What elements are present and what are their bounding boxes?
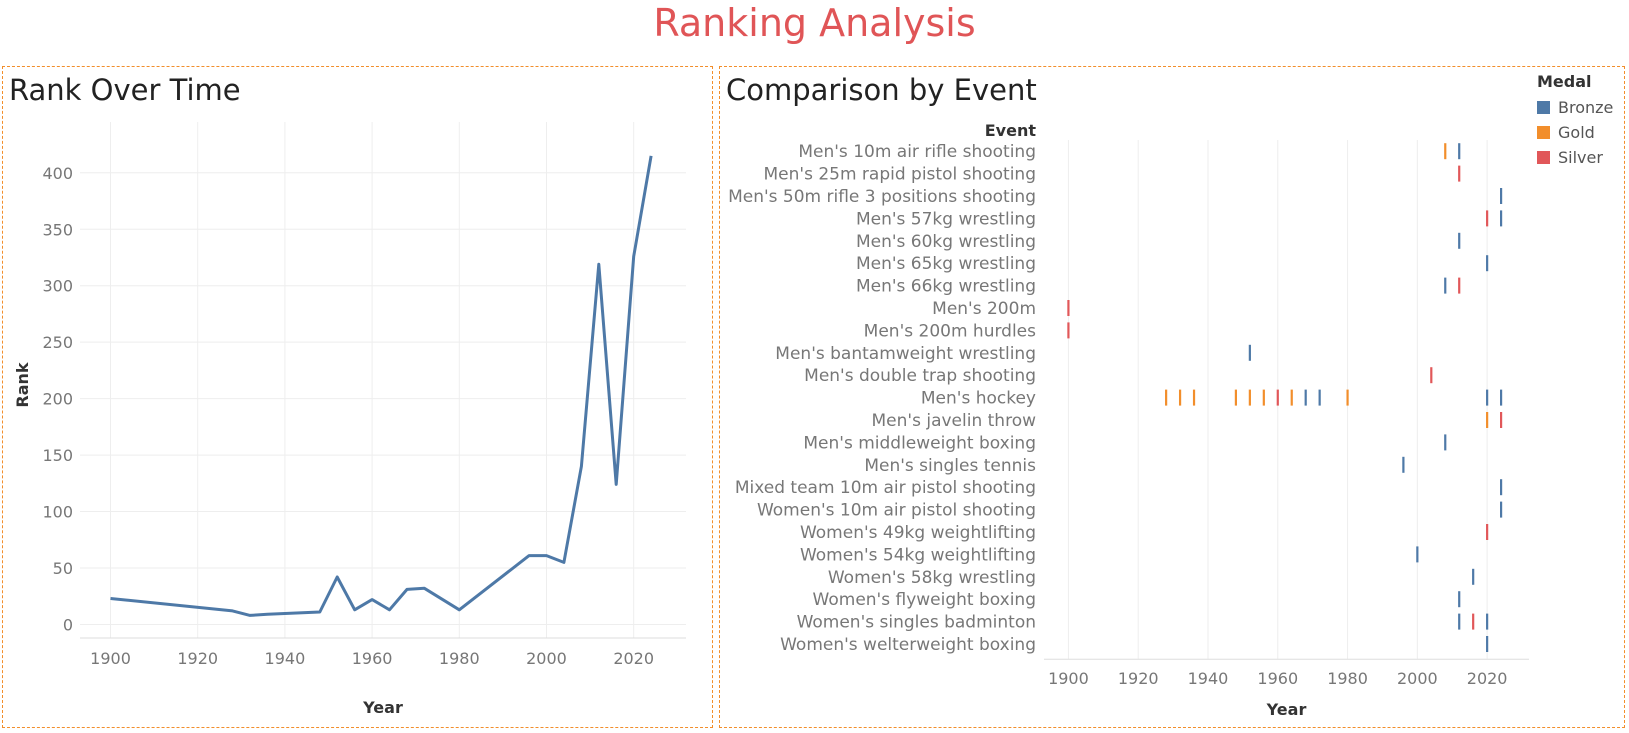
x-axis-title: Year bbox=[1266, 700, 1307, 719]
y-tick-label: 100 bbox=[42, 503, 73, 522]
x-tick-label: 1900 bbox=[90, 649, 131, 668]
x-tick-label: 1960 bbox=[352, 649, 393, 668]
y-axis-title: Event bbox=[985, 121, 1037, 140]
event-label: Men's javelin throw bbox=[872, 411, 1037, 431]
y-tick-label: 50 bbox=[53, 559, 73, 578]
x-tick-label: 1960 bbox=[1257, 669, 1298, 688]
event-label: Men's double trap shooting bbox=[804, 366, 1036, 386]
event-label: Women's 10m air pistol shooting bbox=[757, 501, 1036, 521]
legend-item-silver[interactable]: Silver bbox=[1537, 145, 1613, 170]
x-tick-label: 2000 bbox=[526, 649, 567, 668]
event-label: Women's 58kg wrestling bbox=[828, 568, 1036, 588]
y-tick-label: 200 bbox=[42, 390, 73, 409]
event-label: Men's hockey bbox=[921, 389, 1036, 409]
legend-swatch-gold bbox=[1537, 126, 1550, 139]
event-label: Men's 25m rapid pistol shooting bbox=[764, 165, 1037, 185]
event-label: Men's 57kg wrestling bbox=[856, 209, 1036, 229]
y-tick-label: 150 bbox=[42, 446, 73, 465]
medal-legend: Medal Bronze Gold Silver bbox=[1537, 72, 1613, 170]
event-label: Men's 66kg wrestling bbox=[856, 277, 1036, 297]
x-tick-label: 1980 bbox=[439, 649, 480, 668]
x-tick-label: 1900 bbox=[1048, 669, 1089, 688]
y-tick-label: 250 bbox=[42, 333, 73, 352]
rank-over-time-title: Rank Over Time bbox=[9, 73, 241, 107]
x-tick-label: 1940 bbox=[265, 649, 306, 668]
event-label: Men's 10m air rifle shooting bbox=[798, 142, 1036, 162]
y-tick-label: 0 bbox=[63, 615, 73, 634]
x-tick-label: 1920 bbox=[177, 649, 218, 668]
event-label: Men's 65kg wrestling bbox=[856, 254, 1036, 274]
event-label: Men's bantamweight wrestling bbox=[775, 344, 1036, 364]
event-label: Women's 54kg weightlifting bbox=[800, 545, 1036, 565]
x-tick-label: 1980 bbox=[1327, 669, 1368, 688]
x-tick-label: 2020 bbox=[613, 649, 654, 668]
x-axis-title: Year bbox=[362, 698, 403, 717]
legend-label-silver: Silver bbox=[1558, 148, 1603, 167]
x-tick-label: 1920 bbox=[1118, 669, 1159, 688]
rank-over-time-panel: Rank Over Time bbox=[2, 66, 713, 728]
event-label: Men's 200m bbox=[932, 299, 1036, 319]
legend-label-gold: Gold bbox=[1558, 123, 1595, 142]
x-tick-label: 2020 bbox=[1467, 669, 1508, 688]
comparison-by-event-title: Comparison by Event bbox=[726, 73, 1037, 107]
event-label: Women's singles badminton bbox=[797, 613, 1036, 633]
event-label: Women's flyweight boxing bbox=[813, 590, 1036, 610]
y-tick-label: 400 bbox=[42, 164, 73, 183]
x-tick-label: 2000 bbox=[1397, 669, 1438, 688]
event-label: Men's 200m hurdles bbox=[864, 321, 1036, 341]
legend-item-bronze[interactable]: Bronze bbox=[1537, 95, 1613, 120]
event-label: Women's 49kg weightlifting bbox=[800, 523, 1036, 543]
y-axis-title: Rank bbox=[13, 362, 32, 408]
event-label: Men's middleweight boxing bbox=[803, 433, 1036, 453]
x-tick-label: 1940 bbox=[1188, 669, 1229, 688]
y-tick-label: 300 bbox=[42, 277, 73, 296]
dashboard-title: Ranking Analysis bbox=[653, 1, 976, 45]
legend-title: Medal bbox=[1537, 72, 1592, 91]
legend-swatch-bronze bbox=[1537, 101, 1550, 114]
rank-line-series bbox=[110, 155, 653, 617]
event-label: Men's 50m rifle 3 positions shooting bbox=[728, 187, 1036, 207]
comparison-by-event-panel: Comparison by Event bbox=[719, 66, 1625, 728]
legend-label-bronze: Bronze bbox=[1558, 98, 1614, 117]
event-label: Men's 60kg wrestling bbox=[856, 232, 1036, 252]
event-label: Mixed team 10m air pistol shooting bbox=[735, 478, 1036, 498]
event-label: Men's singles tennis bbox=[864, 456, 1036, 476]
event-label: Women's welterweight boxing bbox=[780, 635, 1036, 655]
legend-item-gold[interactable]: Gold bbox=[1537, 120, 1613, 145]
y-tick-label: 350 bbox=[42, 220, 73, 239]
legend-swatch-silver bbox=[1537, 151, 1550, 164]
